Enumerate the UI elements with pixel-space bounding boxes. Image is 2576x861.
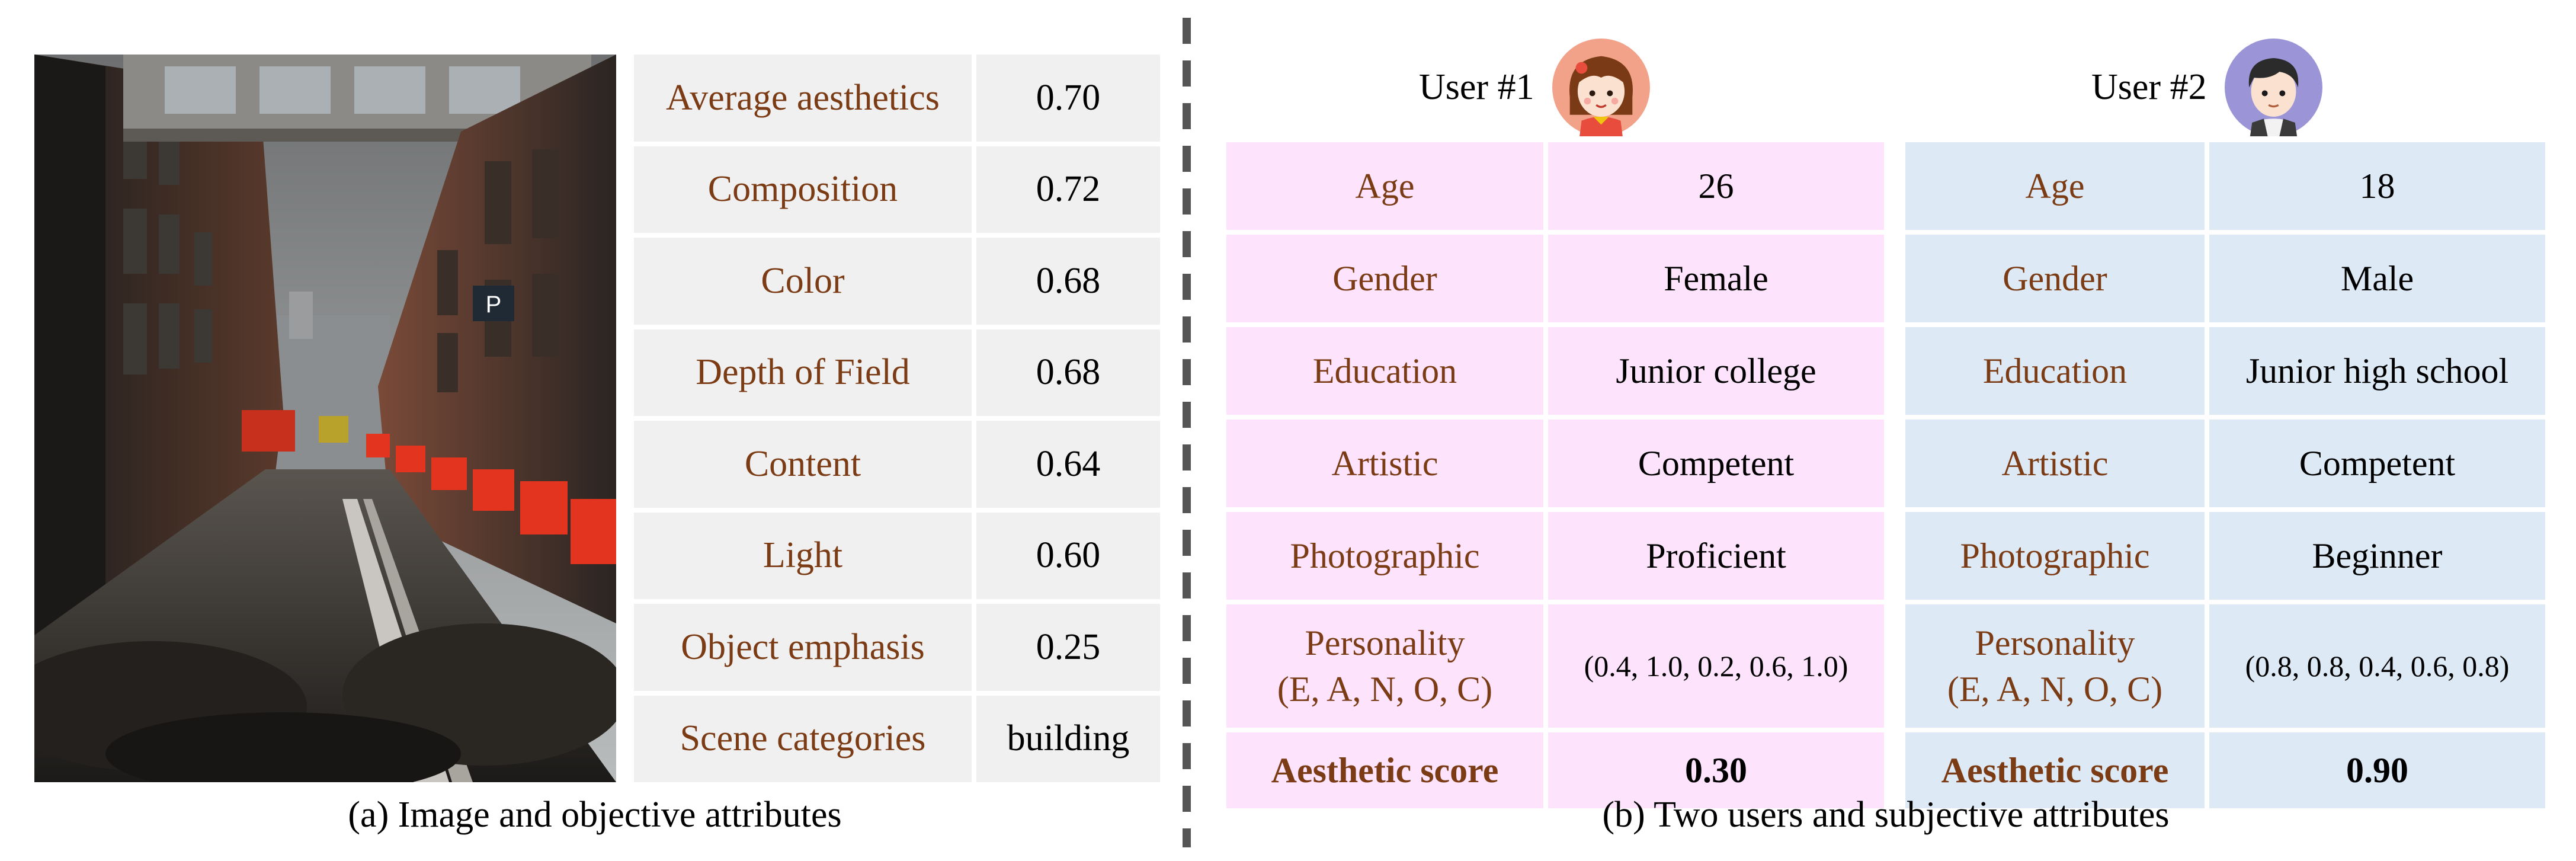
user-2-attributes-table: Age 18 Gender Male Education Junior high… xyxy=(1905,142,2545,808)
user-1-label: Age xyxy=(1226,142,1543,230)
user-1-value: 26 xyxy=(1548,142,1884,230)
user-1-value: Junior college xyxy=(1548,327,1884,415)
dashed-divider xyxy=(1183,18,1191,847)
svg-text:P: P xyxy=(486,292,502,318)
user-2-value: 18 xyxy=(2209,142,2545,230)
objective-value: 0.72 xyxy=(976,146,1160,233)
user-1-attributes-table: Age 26 Gender Female Education Junior co… xyxy=(1226,142,1884,808)
user-1-value: Proficient xyxy=(1548,512,1884,600)
personality-label-line2: (E, A, N, O, C) xyxy=(1947,670,2163,709)
user-1-score-value: 0.30 xyxy=(1548,732,1884,808)
objective-label: Color xyxy=(634,238,972,325)
objective-value: 0.70 xyxy=(976,55,1160,142)
girl-avatar-icon xyxy=(1552,39,1650,136)
objective-value: 0.68 xyxy=(976,329,1160,416)
user-2-value: Beginner xyxy=(2209,512,2545,600)
user-2-personality-value: (0.8, 0.8, 0.4, 0.6, 0.8) xyxy=(2209,604,2545,728)
objective-value: 0.64 xyxy=(976,421,1160,508)
user-2-personality-label: Personality (E, A, N, O, C) xyxy=(1905,604,2205,728)
personality-label-line1: Personality xyxy=(1975,623,2135,662)
caption-a: (a) Image and objective attributes xyxy=(348,795,842,835)
user-2-label: Photographic xyxy=(1905,512,2205,600)
objective-label: Scene categories xyxy=(634,695,972,782)
user-1-label: Education xyxy=(1226,327,1543,415)
objective-attributes-table: Average aesthetics 0.70 Composition 0.72… xyxy=(634,55,1160,782)
user-1-label: Photographic xyxy=(1226,512,1543,600)
objective-label: Depth of Field xyxy=(634,329,972,416)
personality-label-line2: (E, A, N, O, C) xyxy=(1277,670,1493,709)
boy-avatar-icon xyxy=(2224,39,2322,136)
user-2-name: User #2 xyxy=(2091,67,2207,107)
user-1-header: User #1 xyxy=(1419,39,1650,136)
user-1-score-label: Aesthetic score xyxy=(1226,732,1543,808)
user-1-personality-value: (0.4, 1.0, 0.2, 0.6, 1.0) xyxy=(1548,604,1884,728)
user-2-value: Junior high school xyxy=(2209,327,2545,415)
user-1-personality-label: Personality (E, A, N, O, C) xyxy=(1226,604,1543,728)
objective-label: Object emphasis xyxy=(634,604,972,691)
personality-label-line1: Personality xyxy=(1305,623,1465,662)
objective-value: building xyxy=(976,695,1160,782)
objective-value: 0.68 xyxy=(976,238,1160,325)
user-2-score-label: Aesthetic score xyxy=(1905,732,2205,808)
user-1-name: User #1 xyxy=(1419,67,1534,107)
user-1-label: Artistic xyxy=(1226,420,1543,507)
user-2-score-value: 0.90 xyxy=(2209,732,2545,808)
objective-value: 0.25 xyxy=(976,604,1160,691)
user-2-value: Male xyxy=(2209,235,2545,322)
objective-label: Average aesthetics xyxy=(634,55,972,142)
user-2-header: User #2 xyxy=(2091,39,2322,136)
caption-b: (b) Two users and subjective attributes xyxy=(1602,795,2170,835)
objective-value: 0.60 xyxy=(976,512,1160,599)
objective-label: Light xyxy=(634,512,972,599)
street-construction-photo: P xyxy=(34,55,616,782)
user-2-label: Age xyxy=(1905,142,2205,230)
user-1-value: Female xyxy=(1548,235,1884,322)
objective-label: Composition xyxy=(634,146,972,233)
user-2-label: Artistic xyxy=(1905,420,2205,507)
user-1-label: Gender xyxy=(1226,235,1543,322)
user-2-label: Education xyxy=(1905,327,2205,415)
user-1-value: Competent xyxy=(1548,420,1884,507)
objective-label: Content xyxy=(634,421,972,508)
user-2-value: Competent xyxy=(2209,420,2545,507)
user-2-label: Gender xyxy=(1905,235,2205,322)
